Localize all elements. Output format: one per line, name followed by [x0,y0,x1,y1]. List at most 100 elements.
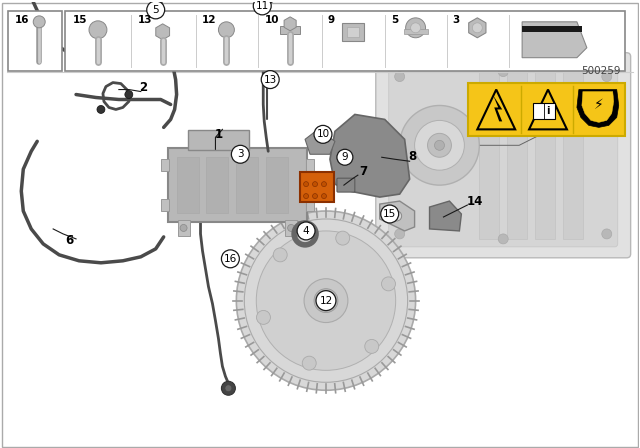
Circle shape [337,149,353,165]
Circle shape [602,72,612,82]
Polygon shape [582,91,614,122]
FancyBboxPatch shape [388,64,618,247]
Circle shape [321,194,326,198]
Circle shape [498,234,508,244]
Polygon shape [522,22,587,58]
Circle shape [303,181,308,187]
FancyBboxPatch shape [533,103,555,120]
Polygon shape [493,95,502,121]
Text: 13: 13 [138,15,152,25]
Circle shape [232,145,250,163]
Circle shape [125,90,133,99]
Circle shape [303,194,308,198]
Circle shape [498,67,508,77]
Text: 15: 15 [383,209,396,219]
Circle shape [297,222,315,240]
Text: 6: 6 [65,234,73,247]
Circle shape [273,248,287,262]
Text: 16: 16 [224,254,237,264]
Text: 13: 13 [264,74,277,85]
Circle shape [314,125,332,143]
Circle shape [415,121,465,170]
Bar [266,157,288,213]
Polygon shape [577,90,619,127]
Text: 9: 9 [342,152,348,162]
Circle shape [33,16,45,28]
Bar [178,220,189,236]
Circle shape [89,21,107,39]
Bar [177,157,198,213]
FancyBboxPatch shape [306,199,314,211]
Text: 14: 14 [467,194,483,207]
Text: 16: 16 [14,15,29,25]
Polygon shape [529,90,567,129]
Bar [236,157,259,213]
Circle shape [180,224,187,232]
Circle shape [435,140,444,150]
Bar [280,26,300,34]
Circle shape [321,181,326,187]
Circle shape [97,105,105,113]
Circle shape [428,134,451,157]
Text: 12: 12 [202,15,216,25]
Circle shape [218,22,234,38]
Polygon shape [380,201,415,231]
FancyBboxPatch shape [376,53,630,258]
Text: 3: 3 [237,149,244,159]
Bar [285,220,297,236]
Circle shape [221,381,236,395]
Polygon shape [330,114,410,197]
FancyBboxPatch shape [161,159,169,171]
Circle shape [406,18,426,38]
Circle shape [314,289,338,313]
Circle shape [411,23,420,33]
Text: i: i [547,107,550,116]
Polygon shape [522,26,582,32]
Text: 5: 5 [152,5,159,15]
Circle shape [261,71,279,89]
Text: 9: 9 [328,15,335,25]
Circle shape [316,291,336,310]
Circle shape [602,229,612,239]
Text: 12: 12 [319,296,333,306]
Polygon shape [156,24,170,40]
Circle shape [312,181,317,187]
Text: 1: 1 [214,128,223,141]
FancyBboxPatch shape [306,159,314,171]
Circle shape [365,340,379,353]
Circle shape [236,211,415,390]
Text: 7: 7 [359,165,367,178]
Polygon shape [477,90,515,129]
Circle shape [221,250,239,268]
Text: 500259: 500259 [581,65,621,76]
Circle shape [256,231,396,370]
FancyBboxPatch shape [300,172,334,202]
Text: 3: 3 [452,15,460,25]
Polygon shape [305,129,335,154]
FancyBboxPatch shape [65,11,625,71]
Circle shape [395,72,404,82]
Polygon shape [468,18,486,38]
Bar [479,72,499,239]
Polygon shape [429,201,461,231]
FancyBboxPatch shape [337,178,355,192]
Circle shape [302,356,316,370]
Circle shape [253,0,271,15]
FancyBboxPatch shape [161,199,169,211]
Text: 15: 15 [73,15,88,25]
Bar [535,72,555,239]
Text: 10: 10 [316,129,330,139]
Circle shape [321,296,331,306]
Circle shape [395,229,404,239]
Circle shape [381,277,396,291]
Circle shape [381,205,399,223]
Polygon shape [284,17,296,31]
FancyBboxPatch shape [168,148,307,222]
Text: 8: 8 [408,150,417,163]
FancyBboxPatch shape [8,11,62,71]
Circle shape [304,279,348,323]
Text: ⚡: ⚡ [594,99,604,112]
Bar [404,29,428,34]
FancyBboxPatch shape [3,3,637,447]
FancyBboxPatch shape [468,82,625,136]
